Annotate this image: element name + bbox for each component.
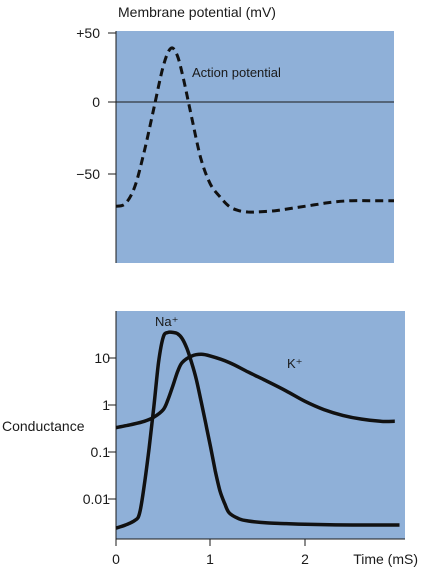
top-ytick-label-minus50: −50 (76, 166, 100, 182)
action-potential-label: Action potential (192, 65, 281, 80)
top-chart-title: Membrane potential (mV) (118, 4, 276, 20)
conductance-axis-label: Conductance (2, 418, 85, 434)
xtick-label-1: 1 (206, 551, 214, 567)
action-potential-series-line (115, 46, 394, 214)
k-series-label: K⁺ (287, 356, 303, 371)
bottom-plot-area (116, 311, 405, 539)
na-series-label: Na⁺ (155, 314, 178, 329)
bottom-ytick-label-10: 10 (94, 350, 110, 366)
na-conductance-series-line (115, 330, 400, 530)
top-ytick-label-zero: 0 (92, 94, 100, 110)
xtick-label-0: 0 (112, 551, 120, 567)
bottom-ytick-label-1: 1 (102, 397, 110, 413)
x-axis-label: Time (mS) (353, 551, 418, 567)
xtick-label-2: 2 (301, 551, 309, 567)
bottom-ytick-label-0p01: 0.01 (83, 491, 110, 507)
bottom-ytick-label-0p1: 0.1 (91, 444, 111, 460)
k-conductance-series-line (115, 352, 395, 430)
top-ytick-label-plus50: +50 (76, 25, 100, 41)
